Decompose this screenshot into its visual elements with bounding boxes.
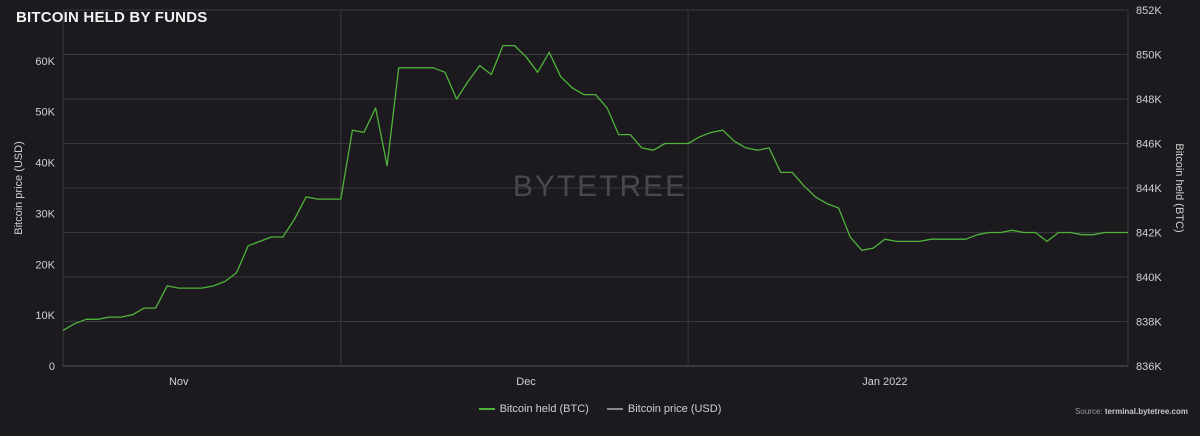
right-tick-label: 848K [1136,94,1162,106]
legend-swatch-held [478,408,495,410]
left-axis-label: Bitcoin price (USD) [13,141,25,235]
right-tick-label: 846K [1136,139,1162,151]
legend-label-price: Bitcoin price (USD) [627,403,722,415]
left-tick-label: 0 [49,361,55,373]
right-tick-label: 852K [1136,5,1162,17]
legend: Bitcoin held (BTC) Bitcoin price (USD) [0,403,1200,415]
x-tick-label: Dec [516,376,536,388]
x-axis-ticks: Nov Dec Jan 2022 [169,376,908,388]
grid-lines [62,9,1129,367]
right-axis-label: Bitcoin held (BTC) [1173,143,1185,232]
right-tick-label: 838K [1136,317,1162,329]
right-tick-label: 842K [1136,228,1162,240]
left-tick-label: 40K [35,158,55,170]
source-site[interactable]: terminal.bytetree.com [1104,407,1188,416]
right-axis-ticks: 836K 838K 840K 842K 844K 846K 848K 850K 852K [1136,5,1162,373]
source-prefix: Source: [1075,407,1103,416]
right-tick-label: 836K [1136,361,1162,373]
watermark-text: BYTETREE [513,170,687,203]
legend-swatch-price [606,408,623,410]
right-tick-label: 840K [1136,272,1162,284]
legend-item-price[interactable]: Bitcoin price (USD) [606,403,722,415]
x-tick-label: Nov [169,376,189,388]
source-credit: Source: terminal.bytetree.com [1075,407,1188,416]
legend-item-held[interactable]: Bitcoin held (BTC) [478,403,589,415]
series-line-held [62,44,1128,331]
series-lines [62,44,1128,331]
legend-label-held: Bitcoin held (BTC) [499,403,589,415]
x-tick-label: Jan 2022 [862,376,907,388]
right-tick-label: 850K [1136,50,1162,62]
left-tick-label: 10K [35,310,55,322]
left-tick-label: 30K [35,208,55,220]
left-axis-ticks: 0 10K 20K 30K 40K 50K 60K [35,56,55,373]
left-tick-label: 60K [35,56,55,68]
chart-title: BITCOIN HELD BY FUNDS [16,9,208,26]
left-tick-label: 20K [35,259,55,271]
right-tick-label: 844K [1136,183,1162,195]
left-tick-label: 50K [35,107,55,119]
